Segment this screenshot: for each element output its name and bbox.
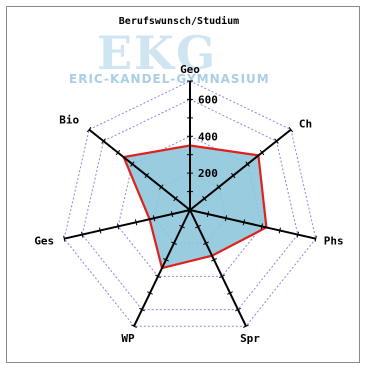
chart-title: Berufswunsch/Studium (119, 15, 239, 27)
axis-tick-mark (206, 211, 210, 218)
school-watermark: EKG ERIC-KANDEL-GYMNASIUM (69, 26, 270, 86)
chart-frame: EKG ERIC-KANDEL-GYMNASIUM Berufswunsch/S… (6, 6, 360, 363)
axis-tick-mark (173, 195, 178, 202)
axis-tick-mark (163, 258, 169, 262)
axis-tick-mark (278, 227, 281, 234)
axis-label-bio: Bio (59, 114, 79, 127)
axis-label-wp: WP (121, 332, 135, 345)
axis-tick-mark (242, 219, 246, 226)
axis-tick-mark (203, 241, 209, 245)
grid-ring (63, 80, 317, 327)
axis-tick-mark (131, 324, 137, 328)
axis-tick-mark (259, 149, 265, 156)
tick-label-600: 600 (198, 93, 218, 106)
axis-tick-mark (179, 224, 185, 229)
axis-label-ch: Ch (299, 118, 312, 131)
watermark-logo-text: EKG (97, 26, 217, 80)
axis-tick-mark (260, 223, 263, 230)
axis-tick-mark (139, 307, 145, 312)
axis-line-phs (189, 209, 317, 240)
axis-tick-mark (130, 161, 135, 167)
axis-tick-mark (63, 235, 66, 242)
axis-label-spr: Spr (240, 332, 260, 345)
tick-label-400: 400 (198, 130, 218, 143)
axis-tick-mark (235, 307, 241, 312)
axis-tick-mark (81, 231, 84, 238)
axis-line-ges (63, 209, 191, 240)
axis-tick-mark (170, 211, 174, 218)
tick-label-layer: 200 400 600 (198, 93, 218, 180)
radar-chart: EKG ERIC-KANDEL-GYMNASIUM Berufswunsch/S… (34, 15, 343, 345)
axis-label-layer: Geo Ch Phs Spr WP Ges Bio (34, 63, 343, 345)
axis-tick-mark (134, 219, 138, 226)
axis-tick-mark (155, 274, 161, 279)
axis-label-geo: Geo (180, 63, 200, 76)
axis-layer (63, 80, 317, 328)
axis-tick-mark (152, 215, 156, 222)
watermark-school-name: ERIC-KANDEL-GYMNASIUM (69, 72, 270, 86)
axis-tick-mark (99, 227, 102, 234)
axis-tick-mark (144, 172, 149, 179)
axis-tick-mark (117, 223, 120, 230)
axis-line-spr (189, 209, 247, 327)
axis-tick-mark (115, 149, 121, 156)
axis-label-phs: Phs (324, 235, 344, 248)
axis-tick-mark (296, 231, 299, 238)
axis-tick-mark (171, 241, 177, 245)
axis-tick-mark (224, 215, 228, 222)
axis-tick-mark (274, 138, 279, 144)
axis-tick-mark (227, 291, 233, 295)
axis-tick-mark (219, 274, 225, 279)
tick-label-200: 200 (198, 167, 218, 180)
axis-tick-mark (195, 224, 201, 229)
axis-tick-mark (101, 138, 106, 144)
axis-tick-mark (243, 324, 249, 328)
axis-tick-mark (147, 291, 153, 295)
axis-tick-mark (211, 258, 217, 262)
axis-tick-mark (216, 184, 222, 190)
axis-label-ges: Ges (34, 235, 54, 248)
axis-tick-mark (245, 161, 250, 167)
axis-line-wp (133, 209, 191, 327)
axis-tick-mark (86, 126, 92, 133)
axis-tick-mark (231, 172, 236, 179)
axis-line-ch (189, 128, 292, 211)
axis-line-bio (88, 128, 191, 211)
axis-tick-mark (158, 184, 164, 190)
axis-tick-mark (288, 126, 294, 133)
axis-tick-mark (202, 195, 207, 202)
axis-tick-mark (314, 235, 317, 242)
